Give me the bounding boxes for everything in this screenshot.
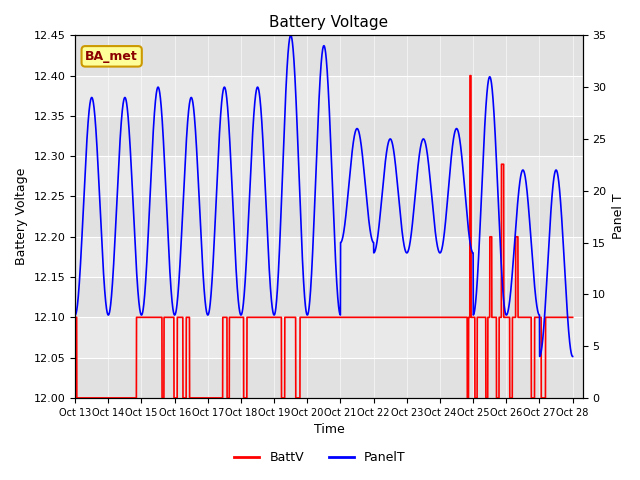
Bar <box>75 317 582 358</box>
Bar <box>75 237 582 277</box>
Bar <box>75 156 582 196</box>
Legend: BattV, PanelT: BattV, PanelT <box>229 446 411 469</box>
Text: BA_met: BA_met <box>85 50 138 63</box>
Bar <box>75 76 582 116</box>
Y-axis label: Battery Voltage: Battery Voltage <box>15 168 28 265</box>
Bar <box>75 277 582 317</box>
Bar <box>75 358 582 398</box>
X-axis label: Time: Time <box>314 423 344 436</box>
Title: Battery Voltage: Battery Voltage <box>269 15 388 30</box>
Bar <box>75 116 582 156</box>
Bar <box>75 36 582 76</box>
Y-axis label: Panel T: Panel T <box>612 194 625 240</box>
Bar <box>75 196 582 237</box>
